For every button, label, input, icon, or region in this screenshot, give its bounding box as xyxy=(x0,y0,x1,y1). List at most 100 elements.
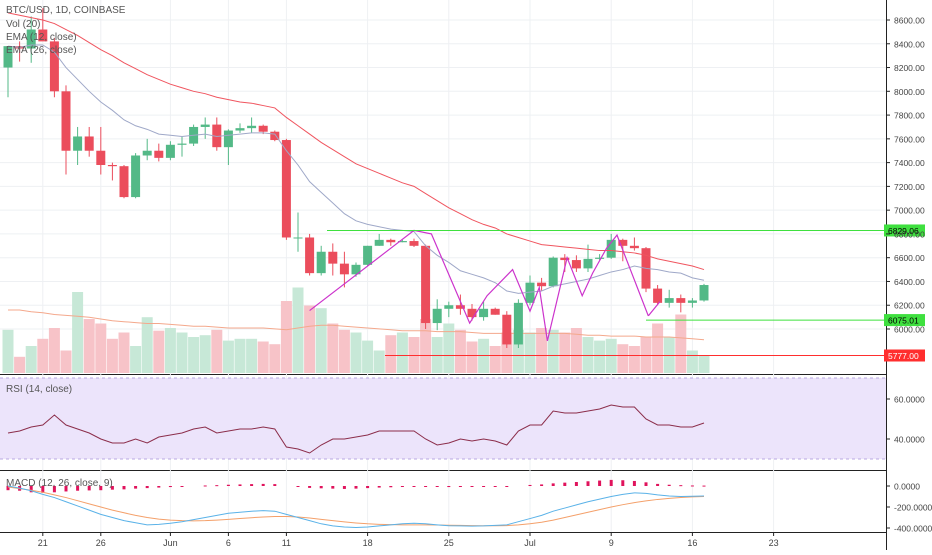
volume-bar xyxy=(211,329,223,373)
candle-body xyxy=(223,130,233,148)
price-tick: 6200.00 xyxy=(894,301,925,311)
pattern-line xyxy=(647,301,661,317)
macd-histogram-bar xyxy=(273,484,277,486)
legend-volume[interactable]: Vol (20) xyxy=(6,19,41,30)
candle-body xyxy=(432,308,442,324)
macd-histogram-bar xyxy=(458,486,462,487)
volume-bar xyxy=(489,346,501,373)
macd-histogram-bar xyxy=(366,486,370,489)
volume-bar xyxy=(698,355,710,373)
volume-bar xyxy=(396,332,408,373)
candle-body xyxy=(409,241,419,246)
macd-histogram-bar xyxy=(250,484,254,486)
candle-body xyxy=(386,239,396,243)
macd-histogram-bar xyxy=(493,486,497,487)
volume-bar xyxy=(640,337,652,373)
candle-body xyxy=(84,136,94,151)
volume-bar xyxy=(246,338,258,373)
macd-histogram-bar xyxy=(656,483,660,486)
macd-histogram-bar xyxy=(168,486,172,488)
volume-bar xyxy=(72,292,84,373)
volume-bar xyxy=(106,338,118,373)
price-tick: 8200.00 xyxy=(894,63,925,73)
candle-body xyxy=(513,302,523,345)
symbol-title[interactable]: BTC/USD, 1D, COINBASE xyxy=(6,5,126,16)
macd-histogram-bar xyxy=(412,486,416,487)
legend-ema12[interactable]: EMA (12, close) xyxy=(6,32,77,43)
candle-body xyxy=(560,257,570,261)
time-tick: 16 xyxy=(687,538,697,548)
price-tick: 8600.00 xyxy=(894,16,925,26)
price-tick: 7000.00 xyxy=(894,206,925,216)
volume-bar xyxy=(164,328,176,373)
candle-body xyxy=(131,155,141,198)
volume-bar xyxy=(466,341,478,373)
macd-histogram-bar xyxy=(679,485,683,487)
volume-bar xyxy=(315,308,327,373)
pattern-line xyxy=(309,229,649,342)
macd-histogram-bar xyxy=(551,483,555,486)
macd-histogram-bar xyxy=(598,480,602,486)
axes-layer: 8600.00 8400.00 8200.00 8000.00 7800.00 7600.… xyxy=(38,16,932,549)
macd-histogram-bar xyxy=(226,484,230,486)
macd-histogram-bar xyxy=(261,483,265,486)
volume-bar xyxy=(199,335,211,373)
macd-label[interactable]: MACD (12, 26, close, 9) xyxy=(6,478,113,489)
time-tick: 26 xyxy=(96,538,106,548)
volume-bar xyxy=(2,329,14,373)
volume-bar xyxy=(141,317,153,373)
level-tag xyxy=(884,224,925,237)
macd-histogram-bar xyxy=(180,486,184,487)
volume-bar xyxy=(373,350,385,373)
volume-bar xyxy=(570,328,582,373)
candle-body xyxy=(421,245,431,324)
candle-body xyxy=(165,144,175,158)
volume-bar xyxy=(675,314,687,373)
candle-body xyxy=(281,140,291,238)
volume-bar xyxy=(524,332,536,373)
candles-layer xyxy=(3,8,709,349)
rsi-tick: 60.0000 xyxy=(894,395,925,405)
volume-bar xyxy=(431,337,443,373)
macd-histogram-bar xyxy=(424,486,428,487)
candle-body xyxy=(397,241,407,243)
macd-histogram-bar xyxy=(203,485,207,487)
macd-histogram-bar xyxy=(389,486,393,488)
macd-histogram-bar xyxy=(157,486,161,488)
level-label: 5777.00 xyxy=(888,351,919,361)
macd-histogram-bar xyxy=(690,485,694,487)
macd-histogram-bar xyxy=(76,486,80,491)
candle-body xyxy=(247,125,257,129)
candle-body xyxy=(618,239,628,246)
ema26-line xyxy=(7,12,705,271)
volume-bar xyxy=(385,335,397,373)
candle-body xyxy=(629,245,639,249)
price-tick: 6400.00 xyxy=(894,277,925,287)
macd-histogram-bar xyxy=(702,485,706,487)
time-tick: 11 xyxy=(282,538,291,548)
volume-bar xyxy=(304,305,316,373)
macd-histogram-bar xyxy=(331,486,335,489)
price-tick: 7800.00 xyxy=(894,111,925,121)
level-tag xyxy=(884,314,925,327)
time-tick: Jul xyxy=(524,538,536,548)
volume-bar xyxy=(130,346,142,373)
volume-bar xyxy=(663,337,675,373)
macd-line xyxy=(7,485,705,528)
macd-histogram-bar xyxy=(621,480,625,486)
macd-histogram-bar xyxy=(354,486,358,489)
level-label: 6075.01 xyxy=(888,316,919,326)
time-tick: 9 xyxy=(609,538,614,548)
rsi-label[interactable]: RSI (14, close) xyxy=(6,384,73,395)
legend-ema26[interactable]: EMA (26, close) xyxy=(6,45,77,56)
candle-body xyxy=(467,308,477,318)
macd-histogram-bar xyxy=(122,486,126,490)
volume-bar xyxy=(338,329,350,373)
volume-bar xyxy=(454,329,466,373)
macd-histogram-bar xyxy=(110,486,114,490)
rsi-pane xyxy=(0,377,886,460)
volume-bar xyxy=(153,330,165,373)
macd-histogram-bar xyxy=(540,484,544,486)
